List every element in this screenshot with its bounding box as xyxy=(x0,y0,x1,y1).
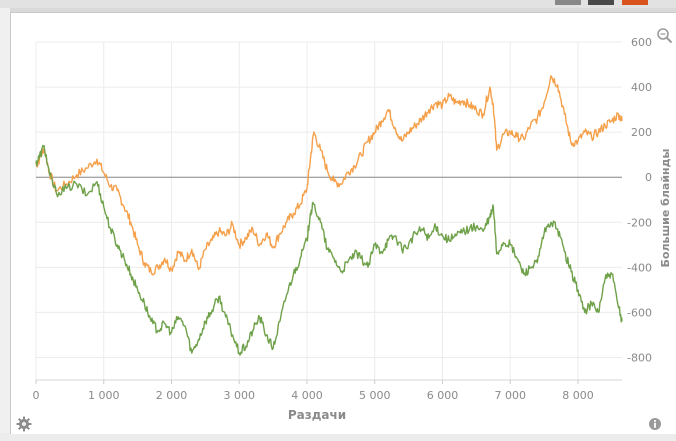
y-tick-label: -600 xyxy=(627,306,652,319)
y-tick-label: 200 xyxy=(631,126,652,139)
y-axis-label: Большие блайнды xyxy=(659,148,672,267)
grid-lines xyxy=(35,41,622,381)
results-line-chart: 0 1 000 2 000 3 000 4 000 5 000 6 000 7 000 8 00… xyxy=(33,36,673,422)
toolbar-swatch-active[interactable] xyxy=(622,0,648,5)
x-tick-label: 3 000 xyxy=(223,389,255,402)
x-tick-label: 6 000 xyxy=(427,389,459,402)
y-tick-label: 400 xyxy=(631,81,652,94)
x-tick-label: 1 000 xyxy=(88,389,120,402)
series-lines xyxy=(35,75,623,356)
x-tick-label: 7 000 xyxy=(494,389,526,402)
chart-panel: 0 1 000 2 000 3 000 4 000 5 000 6 000 7 000 8 00… xyxy=(10,12,676,434)
x-tick-label: 5 000 xyxy=(359,389,391,402)
info-icon[interactable] xyxy=(648,417,662,431)
toolbar-swatch-3[interactable] xyxy=(592,0,612,5)
series-line-1 xyxy=(35,75,623,276)
y-tick-label: 600 xyxy=(631,36,652,49)
gear-icon[interactable] xyxy=(16,416,32,432)
x-tick-label: 2 000 xyxy=(156,389,188,402)
toolbar-swatch-1[interactable] xyxy=(555,0,581,5)
y-tick-label: 0 xyxy=(645,171,652,184)
y-tick-label: -200 xyxy=(627,216,652,229)
x-axis-label: Раздачи xyxy=(288,408,346,422)
x-tick-label: 4 000 xyxy=(291,389,323,402)
x-axis-ticks: 0 1 000 2 000 3 000 4 000 5 000 6 000 7 000 8 00… xyxy=(33,380,594,402)
y-tick-label: -400 xyxy=(627,261,652,274)
left-border-strip xyxy=(0,8,10,441)
x-tick-label: 0 xyxy=(33,389,40,402)
y-axis-ticks: 600 400 200 0 -200 -400 -600 -800 xyxy=(627,36,652,364)
bottom-border-strip xyxy=(0,433,676,441)
window-top-strip xyxy=(0,0,676,8)
magnifier-icon[interactable] xyxy=(656,27,674,45)
x-tick-label: 8 000 xyxy=(562,389,594,402)
series-line-2 xyxy=(35,144,623,356)
y-tick-label: -800 xyxy=(627,351,652,364)
